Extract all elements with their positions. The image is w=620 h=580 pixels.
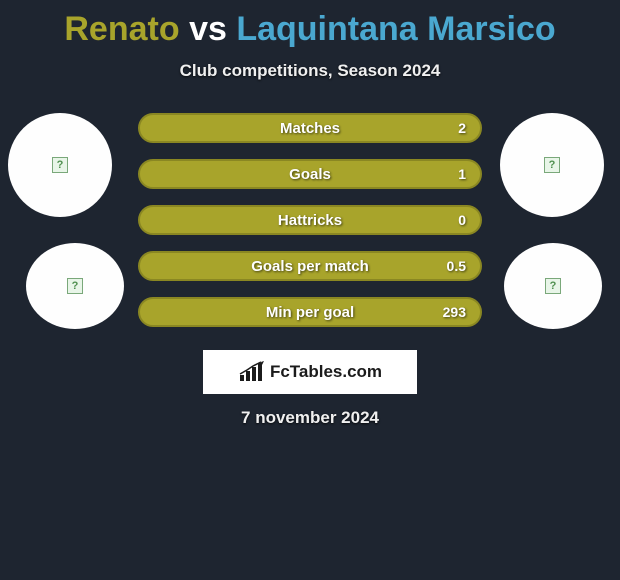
- image-placeholder-icon: [545, 278, 561, 294]
- comparison-title: Renato vs Laquintana Marsico: [0, 0, 620, 49]
- stat-bar-matches: Matches 2: [138, 113, 482, 143]
- player2-avatar-top: [500, 113, 604, 217]
- stat-bar-goals-per-match: Goals per match 0.5: [138, 251, 482, 281]
- stat-bar-hattricks: Hattricks 0: [138, 205, 482, 235]
- stat-label: Hattricks: [278, 212, 342, 229]
- stat-value: 1: [458, 166, 466, 182]
- stat-value: 0.5: [447, 258, 466, 274]
- vs-text: vs: [189, 10, 227, 48]
- stat-label: Goals: [289, 166, 331, 183]
- bar-chart-icon: [238, 361, 264, 383]
- watermark-text: FcTables.com: [270, 362, 382, 382]
- stat-label: Goals per match: [251, 258, 369, 275]
- image-placeholder-icon: [544, 157, 560, 173]
- stat-value: 0: [458, 212, 466, 228]
- stat-label: Matches: [280, 120, 340, 137]
- player2-name: Laquintana Marsico: [236, 10, 555, 48]
- footer-date: 7 november 2024: [0, 408, 620, 428]
- image-placeholder-icon: [52, 157, 68, 173]
- image-placeholder-icon: [67, 278, 83, 294]
- subtitle: Club competitions, Season 2024: [0, 61, 620, 81]
- watermark-logo: FcTables.com: [203, 350, 417, 394]
- stat-label: Min per goal: [266, 304, 354, 321]
- stat-bars: Matches 2 Goals 1 Hattricks 0 Goals per …: [138, 113, 482, 343]
- player1-avatar-bottom: [26, 243, 124, 329]
- stat-value: 2: [458, 120, 466, 136]
- player2-avatar-bottom: [504, 243, 602, 329]
- stat-bar-goals: Goals 1: [138, 159, 482, 189]
- player1-avatar-top: [8, 113, 112, 217]
- player1-name: Renato: [64, 10, 179, 48]
- content-area: Matches 2 Goals 1 Hattricks 0 Goals per …: [0, 113, 620, 353]
- stat-bar-min-per-goal: Min per goal 293: [138, 297, 482, 327]
- stat-value: 293: [443, 304, 466, 320]
